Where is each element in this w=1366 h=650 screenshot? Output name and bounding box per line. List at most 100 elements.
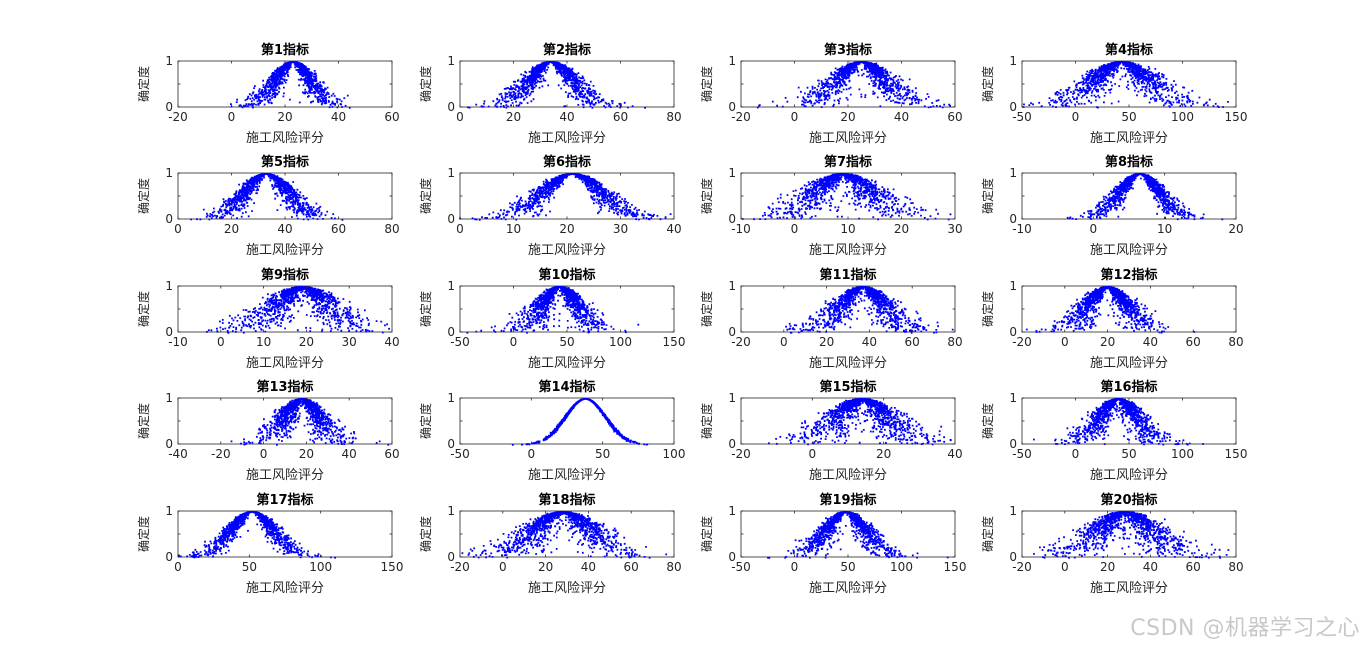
scatter-points: [785, 286, 954, 334]
x-tick-label: 0: [1090, 222, 1098, 236]
y-tick-label: 0: [165, 212, 173, 226]
y-tick-label: 0: [165, 550, 173, 564]
scatter-points: [461, 511, 668, 559]
x-tick-label: 50: [242, 560, 257, 574]
x-tick-label: 100: [309, 560, 332, 574]
scatter-points: [741, 173, 952, 221]
x-tick-label: 150: [1225, 110, 1248, 124]
x-axis-label: 施工风险评分: [528, 581, 606, 596]
subplot-title: 第18指标: [538, 492, 595, 508]
x-axis-label: 施工风险评分: [246, 581, 324, 596]
x-tick-label: 60: [613, 110, 628, 124]
x-tick-label: -50: [450, 447, 470, 461]
x-tick-label: 0: [791, 222, 799, 236]
scatter-points: [756, 61, 951, 109]
scatter-points: [466, 286, 640, 334]
x-tick-label: 50: [1121, 110, 1136, 124]
y-tick-label: 0: [447, 550, 455, 564]
csdn-watermark: CSDN @机器学习之心: [1130, 616, 1360, 641]
y-tick-label: 0: [447, 325, 455, 339]
x-tick-label: -20: [731, 447, 751, 461]
x-tick-label: 50: [840, 560, 855, 574]
scatter-point-set: [461, 511, 668, 559]
x-tick-label: 20: [559, 222, 574, 236]
subplot-title: 第16指标: [1100, 379, 1157, 395]
axes-box: [459, 510, 675, 558]
subplot-title: 第19指标: [819, 492, 876, 508]
y-tick-label: 0: [447, 212, 455, 226]
scatter-point-set: [785, 286, 954, 334]
x-tick-label: -20: [168, 110, 188, 124]
x-tick-label: -10: [1012, 222, 1032, 236]
x-tick-label: 50: [1121, 447, 1136, 461]
axes-box: [459, 172, 675, 220]
y-tick-label: 1: [165, 166, 173, 180]
x-axis-label: 施工风险评分: [1090, 243, 1168, 258]
axes-box: [740, 510, 956, 558]
x-tick-label: 50: [595, 447, 610, 461]
y-tick-label: 1: [165, 54, 173, 68]
x-tick-label: 100: [890, 560, 913, 574]
x-tick-label: 150: [944, 560, 967, 574]
y-tick-label: 0: [447, 100, 455, 114]
x-tick-label: 10: [506, 222, 521, 236]
x-tick-label: 20: [299, 447, 314, 461]
subplot-title: 第15指标: [819, 379, 876, 395]
x-tick-label: 20: [819, 335, 834, 349]
x-tick-label: 100: [609, 335, 632, 349]
x-tick-label: -10: [731, 222, 751, 236]
x-tick-label: 20: [1100, 335, 1115, 349]
y-tick-label: 0: [165, 437, 173, 451]
y-tick-label: 1: [165, 279, 173, 293]
x-tick-label: -50: [1012, 110, 1032, 124]
y-tick-label: 1: [728, 166, 736, 180]
x-tick-label: 0: [499, 560, 507, 574]
scatter-point-set: [768, 398, 952, 446]
y-tick-label: 1: [1009, 504, 1017, 518]
y-tick-label: 1: [1009, 391, 1017, 405]
scatter-points: [1025, 286, 1196, 334]
scatter-points: [190, 173, 344, 221]
x-tick-label: 40: [277, 222, 292, 236]
scatter-points: [230, 61, 351, 109]
subplot-title: 第2指标: [543, 42, 591, 58]
x-tick-label: 150: [663, 335, 686, 349]
x-axis-label: 施工风险评分: [809, 356, 887, 371]
x-tick-label: 80: [1228, 335, 1243, 349]
x-axis-label: 施工风险评分: [528, 243, 606, 258]
x-tick-label: 40: [331, 110, 346, 124]
x-tick-label: 0: [791, 560, 799, 574]
scatter-point-set: [177, 511, 336, 559]
x-tick-label: -10: [168, 335, 188, 349]
subplot-title: 第6指标: [543, 154, 591, 170]
x-axis-label: 施工风险评分: [1090, 131, 1168, 146]
subplot-title: 第13指标: [256, 379, 313, 395]
x-tick-label: 50: [559, 335, 574, 349]
x-tick-label: 20: [277, 110, 292, 124]
y-axis-label: 确定度: [418, 178, 433, 214]
x-tick-label: 20: [538, 560, 553, 574]
y-tick-label: 1: [1009, 54, 1017, 68]
y-tick-label: 1: [728, 504, 736, 518]
x-tick-label: 40: [1143, 335, 1158, 349]
x-tick-label: 0: [809, 447, 817, 461]
y-tick-label: 1: [1009, 279, 1017, 293]
y-axis-label: 确定度: [136, 66, 151, 102]
x-tick-label: 0: [217, 335, 225, 349]
y-tick-label: 0: [728, 100, 736, 114]
y-axis-label: 确定度: [980, 403, 995, 439]
subplot-title: 第4指标: [1105, 42, 1153, 58]
x-tick-label: 0: [780, 335, 788, 349]
x-tick-label: -20: [731, 335, 751, 349]
y-tick-label: 1: [447, 279, 455, 293]
y-tick-label: 0: [1009, 212, 1017, 226]
x-axis-label: 施工风险评分: [246, 468, 324, 483]
x-tick-label: 0: [456, 110, 464, 124]
x-tick-label: 80: [947, 335, 962, 349]
x-tick-label: 80: [1228, 560, 1243, 574]
